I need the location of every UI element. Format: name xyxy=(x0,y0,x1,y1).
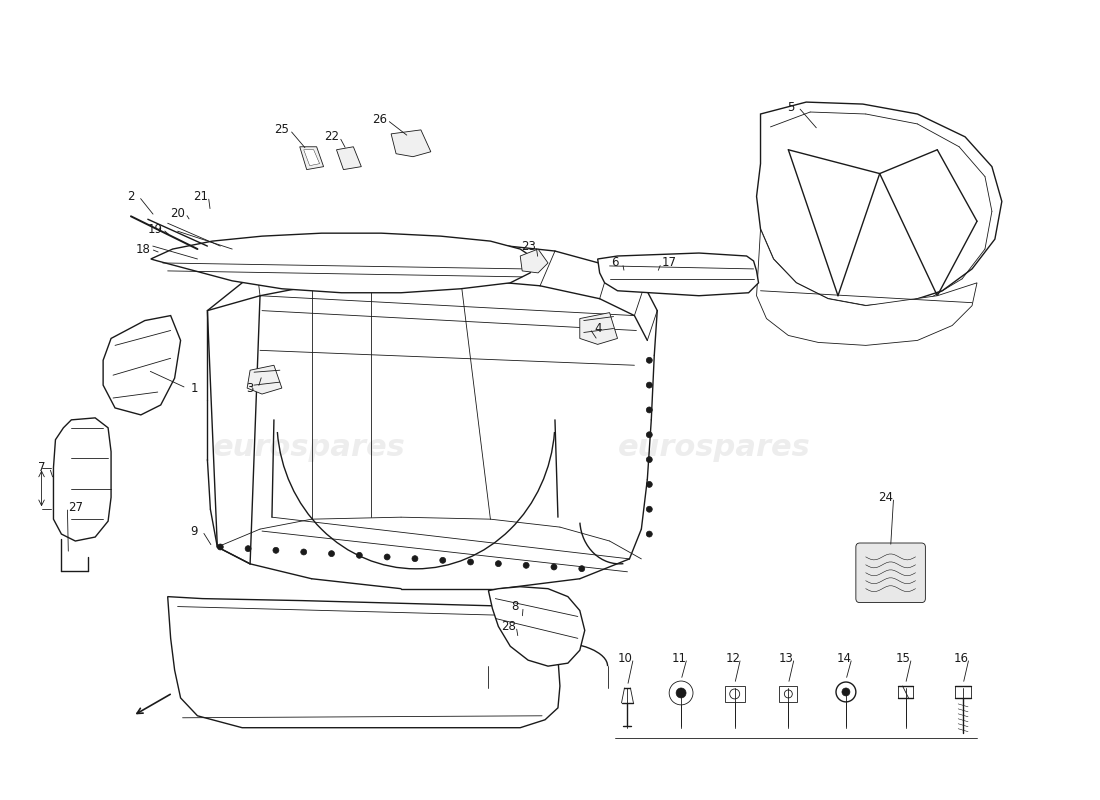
Circle shape xyxy=(453,690,469,706)
Circle shape xyxy=(954,232,961,240)
Text: 23: 23 xyxy=(520,239,536,253)
Text: 22: 22 xyxy=(324,130,339,143)
Circle shape xyxy=(945,320,949,325)
Circle shape xyxy=(273,547,279,554)
Polygon shape xyxy=(580,313,617,344)
Text: 16: 16 xyxy=(954,652,969,665)
Polygon shape xyxy=(103,315,180,415)
Text: 25: 25 xyxy=(274,123,289,136)
Circle shape xyxy=(551,564,557,570)
Circle shape xyxy=(686,270,692,275)
Circle shape xyxy=(218,544,223,550)
Circle shape xyxy=(876,318,880,322)
Text: 24: 24 xyxy=(878,491,893,504)
Circle shape xyxy=(910,318,915,324)
Polygon shape xyxy=(392,130,431,157)
Text: 2: 2 xyxy=(128,190,134,203)
Circle shape xyxy=(836,682,856,702)
Circle shape xyxy=(468,559,473,565)
Text: 26: 26 xyxy=(372,114,387,126)
Circle shape xyxy=(704,270,710,275)
Text: 10: 10 xyxy=(618,652,632,665)
Circle shape xyxy=(329,550,334,557)
Circle shape xyxy=(647,407,652,413)
Polygon shape xyxy=(304,150,320,166)
Circle shape xyxy=(647,457,652,462)
Circle shape xyxy=(632,270,638,275)
Circle shape xyxy=(524,562,529,568)
Text: 7: 7 xyxy=(37,461,45,474)
Text: 9: 9 xyxy=(190,525,198,538)
Circle shape xyxy=(615,270,620,275)
Circle shape xyxy=(740,270,745,275)
Circle shape xyxy=(356,552,362,558)
Text: 21: 21 xyxy=(192,190,208,203)
Polygon shape xyxy=(54,418,111,541)
Circle shape xyxy=(579,566,585,572)
Circle shape xyxy=(647,506,652,512)
Circle shape xyxy=(723,270,727,275)
Circle shape xyxy=(647,382,652,388)
Text: eurospares: eurospares xyxy=(617,433,811,462)
Polygon shape xyxy=(757,229,977,346)
Circle shape xyxy=(947,226,967,246)
Text: 15: 15 xyxy=(896,652,911,665)
Circle shape xyxy=(805,314,811,319)
Polygon shape xyxy=(167,597,560,728)
Text: 13: 13 xyxy=(779,652,794,665)
Polygon shape xyxy=(597,253,759,296)
Text: 19: 19 xyxy=(147,222,163,236)
Text: 12: 12 xyxy=(725,652,740,665)
Circle shape xyxy=(651,270,656,275)
Text: 1: 1 xyxy=(190,382,198,394)
FancyBboxPatch shape xyxy=(856,543,925,602)
Circle shape xyxy=(244,688,260,704)
Polygon shape xyxy=(488,586,585,666)
Text: 27: 27 xyxy=(68,501,82,514)
Circle shape xyxy=(440,558,446,563)
Circle shape xyxy=(771,313,775,318)
Text: 3: 3 xyxy=(246,382,254,394)
Text: 18: 18 xyxy=(135,242,151,255)
Circle shape xyxy=(411,142,421,152)
Text: 17: 17 xyxy=(662,257,676,270)
Text: 20: 20 xyxy=(170,207,185,220)
Circle shape xyxy=(647,358,652,363)
Bar xyxy=(725,686,745,702)
Text: 11: 11 xyxy=(672,652,686,665)
Bar xyxy=(780,686,798,702)
Circle shape xyxy=(840,316,846,321)
Circle shape xyxy=(669,681,693,705)
Circle shape xyxy=(784,690,792,698)
Circle shape xyxy=(647,531,652,537)
Text: 6: 6 xyxy=(610,257,618,270)
Circle shape xyxy=(842,688,850,696)
Text: 4: 4 xyxy=(594,322,602,335)
Circle shape xyxy=(647,432,652,438)
Circle shape xyxy=(300,549,307,555)
Text: 28: 28 xyxy=(500,620,516,633)
Circle shape xyxy=(344,154,354,165)
Polygon shape xyxy=(248,366,282,394)
Circle shape xyxy=(729,689,739,699)
Circle shape xyxy=(669,270,673,275)
Circle shape xyxy=(245,546,251,552)
Polygon shape xyxy=(757,102,1002,306)
Circle shape xyxy=(495,561,502,566)
Polygon shape xyxy=(520,249,548,273)
Circle shape xyxy=(412,556,418,562)
Text: 14: 14 xyxy=(836,652,851,665)
Text: 5: 5 xyxy=(786,101,794,114)
Text: eurospares: eurospares xyxy=(213,433,406,462)
Circle shape xyxy=(384,554,390,560)
Text: 8: 8 xyxy=(512,600,519,613)
Polygon shape xyxy=(337,146,361,170)
Circle shape xyxy=(647,482,652,487)
Polygon shape xyxy=(299,146,323,170)
Circle shape xyxy=(676,688,686,698)
Polygon shape xyxy=(151,233,535,293)
